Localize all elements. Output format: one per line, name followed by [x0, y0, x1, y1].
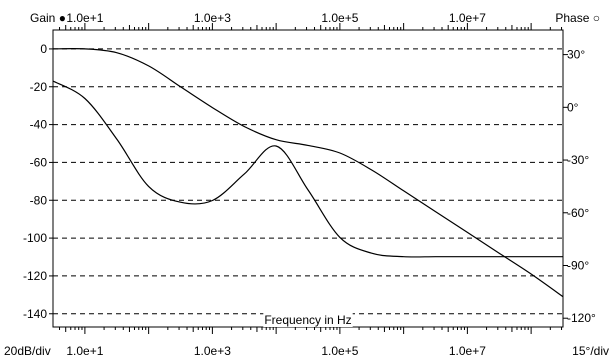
y-tick-label: -120	[23, 269, 47, 283]
curves	[52, 48, 564, 298]
x-axis-label-bg	[263, 313, 353, 327]
left-scale-label: 20dB/div	[4, 344, 51, 358]
y-tick-label: -40	[30, 118, 48, 132]
axis-labels: Gain ● Phase ○ 20dB/div 15°/div 0 -20 -40 -…	[4, 11, 609, 358]
x-tick-label-top: 1.0e+3	[194, 11, 231, 25]
x-tick-label-top: 1.0e+7	[449, 11, 486, 25]
y-tick-label: -60	[30, 155, 48, 169]
grid-lines	[53, 48, 563, 315]
x-tick-label-bottom: 1.0e+5	[321, 344, 358, 358]
y-tick-label: -100	[23, 231, 47, 245]
phase-curve	[52, 80, 563, 258]
gain-header: Gain ●	[30, 11, 66, 25]
y-tick-label: -140	[23, 307, 47, 321]
right-scale-label: 15°/div	[572, 344, 609, 358]
phase-header: Phase ○	[555, 11, 600, 25]
y2-tick-label: -60°	[567, 206, 589, 220]
y2-tick-label: 0°	[567, 100, 579, 114]
y2-tick-label: -120°	[567, 311, 596, 325]
y-tick-label: 0	[40, 42, 47, 56]
x-tick-label-bottom: 1.0e+7	[449, 344, 486, 358]
axis-ticks	[49, 23, 568, 334]
y-tick-label: -80	[30, 193, 48, 207]
plot-frame	[52, 29, 564, 328]
gain-curve	[52, 48, 564, 298]
x-axis-label: Frequency in Hz	[264, 313, 351, 327]
y2-tick-label: -30°	[567, 153, 589, 167]
y2-tick-label: 30°	[567, 48, 585, 62]
x-tick-label-top: 1.0e+1	[66, 11, 103, 25]
y-tick-label: -20	[30, 80, 48, 94]
y2-tick-label: -90°	[567, 258, 589, 272]
x-tick-label-top: 1.0e+5	[321, 11, 358, 25]
x-tick-label-bottom: 1.0e+1	[66, 344, 103, 358]
x-tick-label-bottom: 1.0e+3	[194, 344, 231, 358]
